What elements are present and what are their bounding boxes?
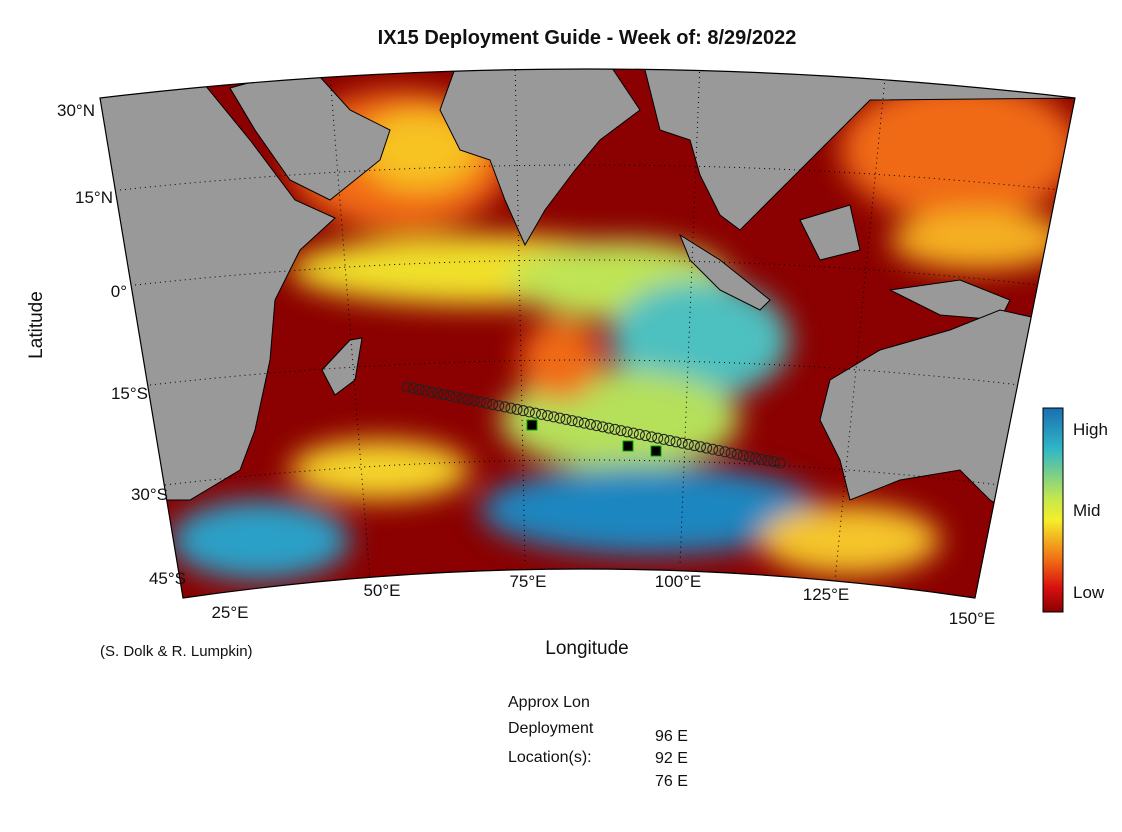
lon-label: 50°E (363, 581, 400, 600)
track-point (774, 457, 786, 469)
track-point (591, 420, 603, 432)
track-point (633, 428, 645, 440)
track-point (511, 403, 523, 415)
track-point (407, 382, 419, 394)
track-point (554, 412, 566, 424)
track-point (701, 442, 713, 454)
track-point (768, 456, 780, 468)
track-point (737, 450, 749, 462)
track-point (450, 391, 462, 403)
track-point (695, 441, 707, 453)
track-point (658, 433, 670, 445)
track-point (432, 387, 444, 399)
lat-label: 15°S (111, 384, 148, 403)
track-point (627, 427, 639, 439)
lat-label: 15°N (75, 188, 113, 207)
track-point (493, 400, 505, 412)
track-point (438, 388, 450, 400)
lon-label: 75°E (509, 572, 546, 591)
lat-label: 45°S (149, 569, 186, 588)
title: IX15 Deployment Guide - Week of: 8/29/20… (378, 27, 797, 49)
lon-label: 100°E (655, 572, 702, 591)
deployment-heading: Deployment (508, 720, 594, 737)
lat-label: 30°N (57, 101, 95, 120)
lon-labels: 25°E 50°E 75°E 100°E 125°E 150°E (211, 572, 995, 628)
track-point (682, 438, 694, 450)
lon-label: 150°E (949, 609, 996, 628)
colorbar-label: Mid (1073, 501, 1100, 520)
track-point (688, 440, 700, 452)
track-point (487, 398, 499, 410)
track-point (725, 447, 737, 459)
track-point (468, 395, 480, 407)
lon-label: 25°E (211, 603, 248, 622)
track-point (597, 421, 609, 433)
y-axis-label: Latitude (26, 291, 47, 359)
track-point (731, 448, 743, 460)
track-point (603, 422, 615, 434)
credit: (S. Dolk & R. Lumpkin) (100, 643, 253, 660)
track-point (756, 453, 768, 465)
track-point (615, 425, 627, 437)
deployment-heading: Location(s): (508, 749, 592, 766)
map-area (100, 69, 1075, 598)
x-axis-label: Longitude (545, 638, 628, 659)
lat-label: 30°S (131, 485, 168, 504)
colorbar (1042, 407, 1064, 613)
track-point (609, 423, 621, 435)
track-point (652, 432, 664, 444)
track-point (413, 383, 425, 395)
track-point (719, 446, 731, 458)
track-point (639, 430, 651, 442)
deployment-location: 76 E (655, 773, 688, 790)
track-point (560, 413, 572, 425)
track-point (425, 386, 437, 398)
track-point (713, 445, 725, 457)
track-point (566, 415, 578, 427)
track-point (762, 455, 774, 467)
track-point (707, 443, 719, 455)
track-point (670, 436, 682, 448)
track-point (621, 426, 633, 438)
track-point (572, 416, 584, 428)
track-point (419, 385, 431, 397)
track-point (584, 418, 596, 430)
track-point (480, 397, 492, 409)
track-point (505, 402, 517, 414)
track-point (456, 392, 468, 404)
colorbar-label: Low (1073, 583, 1105, 602)
track-point (462, 393, 474, 405)
track-point (578, 417, 590, 429)
lat-label: 0° (111, 282, 127, 301)
colorbar-label: High (1073, 420, 1108, 439)
track-point (646, 431, 658, 443)
track-point (664, 435, 676, 447)
track-point (517, 405, 529, 417)
track-point (743, 451, 755, 463)
lon-label: 125°E (803, 585, 850, 604)
track-point (499, 401, 511, 413)
deployment-location: 96 E (655, 728, 688, 745)
track-point (474, 396, 486, 408)
deployment-location: 92 E (655, 750, 688, 767)
track-point (750, 452, 762, 464)
track-point (548, 411, 560, 423)
track-point (523, 406, 535, 418)
track-point (444, 390, 456, 402)
track-point (529, 407, 541, 419)
track-point (536, 408, 548, 420)
track-point (542, 410, 554, 422)
deployment-heading: Approx Lon (508, 694, 590, 711)
track-point (676, 437, 688, 449)
track-point (401, 381, 413, 393)
lat-labels: 30°N 15°N 0° 15°S 30°S 45°S (57, 101, 186, 588)
